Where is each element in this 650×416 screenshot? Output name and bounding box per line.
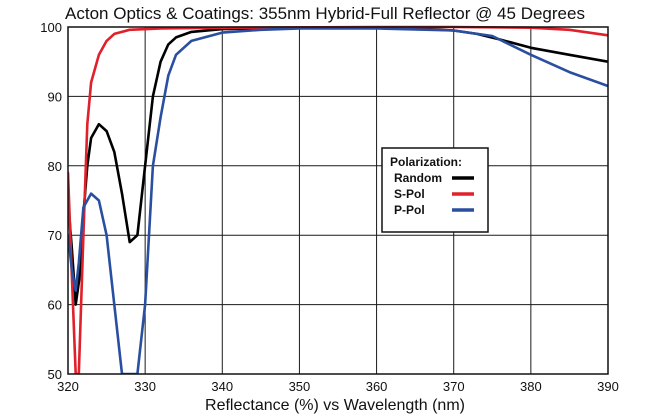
- y-tick-label: 100: [40, 20, 62, 35]
- x-axis-ticks: 320 330 340 350 360 370 380 390: [57, 379, 619, 394]
- y-tick-label: 80: [48, 159, 62, 174]
- series-line-s-pol: [68, 25, 608, 374]
- legend-label-s-pol: S-Pol: [394, 187, 425, 201]
- x-tick-label: 360: [366, 379, 388, 394]
- series-group: [68, 25, 608, 374]
- legend-label-random: Random: [394, 171, 442, 185]
- plot-frame: [67, 26, 609, 375]
- y-axis-ticks: 50 60 70 80 90 100: [40, 20, 62, 382]
- x-tick-label: 380: [520, 379, 542, 394]
- x-tick-label: 350: [289, 379, 311, 394]
- x-tick-label: 390: [597, 379, 619, 394]
- y-tick-label: 60: [48, 298, 62, 313]
- x-tick-label: 330: [134, 379, 156, 394]
- x-axis-label: Reflectance (%) vs Wavelength (nm): [205, 397, 465, 414]
- legend-title: Polarization:: [390, 155, 462, 169]
- series-line-p-pol: [68, 27, 608, 374]
- x-tick-label: 370: [443, 379, 465, 394]
- x-tick-label: 340: [211, 379, 233, 394]
- chart-title: Acton Optics & Coatings: 355nm Hybrid-Fu…: [65, 4, 585, 23]
- grid: [67, 26, 609, 375]
- y-tick-label: 90: [48, 89, 62, 104]
- legend-box: [381, 147, 489, 233]
- y-tick-label: 70: [48, 228, 62, 243]
- legend-items: Random S-Pol P-Pol: [394, 171, 474, 217]
- legend-label-p-pol: P-Pol: [394, 203, 425, 217]
- x-tick-label: 320: [57, 379, 79, 394]
- y-tick-label: 50: [48, 367, 62, 382]
- legend: Polarization: Random S-Pol P-Pol: [381, 147, 489, 233]
